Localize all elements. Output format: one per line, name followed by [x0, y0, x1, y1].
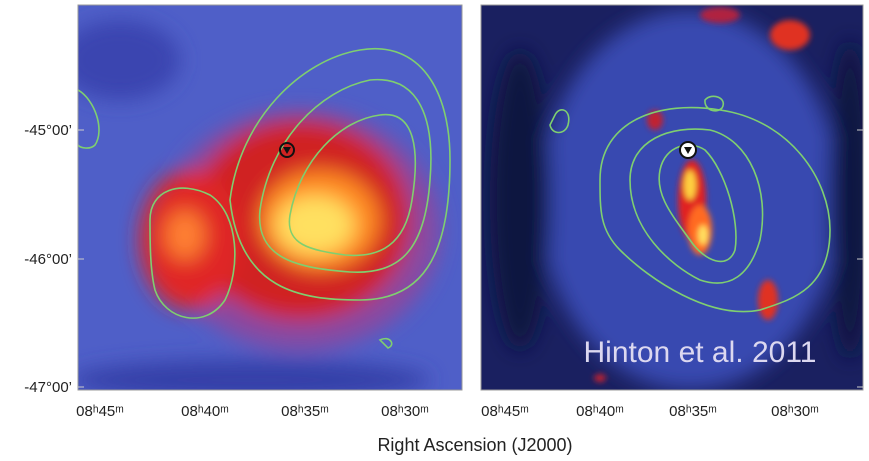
x-tick-label: 08ʰ45ᵐ — [481, 403, 529, 420]
x-tick-label: 08ʰ30ᵐ — [381, 403, 429, 420]
x-tick-label: 08ʰ45ᵐ — [76, 403, 124, 420]
x-axis-label: Right Ascension (J2000) — [377, 435, 572, 455]
y-tick-label: -47°00’ — [24, 379, 72, 396]
y-tick-label: -45°00’ — [24, 122, 72, 139]
right-map — [481, 5, 869, 390]
y-tick-label: -46°00’ — [24, 251, 72, 268]
x-tick-label: 08ʰ35ᵐ — [281, 403, 329, 420]
x-tick-label: 08ʰ30ᵐ — [771, 403, 819, 420]
x-tick-label: 08ʰ40ᵐ — [576, 403, 624, 420]
x-tick-label: 08ʰ35ᵐ — [669, 403, 717, 420]
annotation: Hinton et al. 2011 — [584, 336, 817, 369]
left-map — [60, 5, 462, 400]
x-tick-label: 08ʰ40ᵐ — [181, 403, 229, 420]
figure: Hinton et al. 2011 Right Ascension (J200… — [0, 0, 869, 461]
